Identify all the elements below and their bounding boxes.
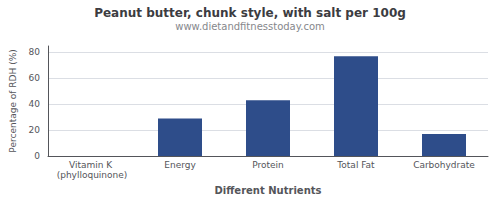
svg-text:Percentage of RDH (%): Percentage of RDH (%) xyxy=(8,49,18,152)
svg-text:www.dietandfitnesstoday.com: www.dietandfitnesstoday.com xyxy=(175,21,324,32)
svg-text:Carbohydrate: Carbohydrate xyxy=(413,160,475,170)
svg-text:Vitamin K: Vitamin K xyxy=(69,160,115,170)
svg-text:Energy: Energy xyxy=(164,160,196,170)
svg-text:0: 0 xyxy=(34,151,40,161)
svg-text:20: 20 xyxy=(29,125,41,135)
svg-text:60: 60 xyxy=(29,73,41,83)
svg-text:Protein: Protein xyxy=(252,160,284,170)
svg-text:Peanut butter, chunk style, wi: Peanut butter, chunk style, with salt pe… xyxy=(94,6,406,20)
svg-text:80: 80 xyxy=(29,47,41,57)
svg-text:Different Nutrients: Different Nutrients xyxy=(215,185,322,196)
svg-text:Total Fat: Total Fat xyxy=(336,160,375,170)
svg-text:40: 40 xyxy=(29,99,41,109)
svg-text:(phylloquinone): (phylloquinone) xyxy=(57,170,128,180)
